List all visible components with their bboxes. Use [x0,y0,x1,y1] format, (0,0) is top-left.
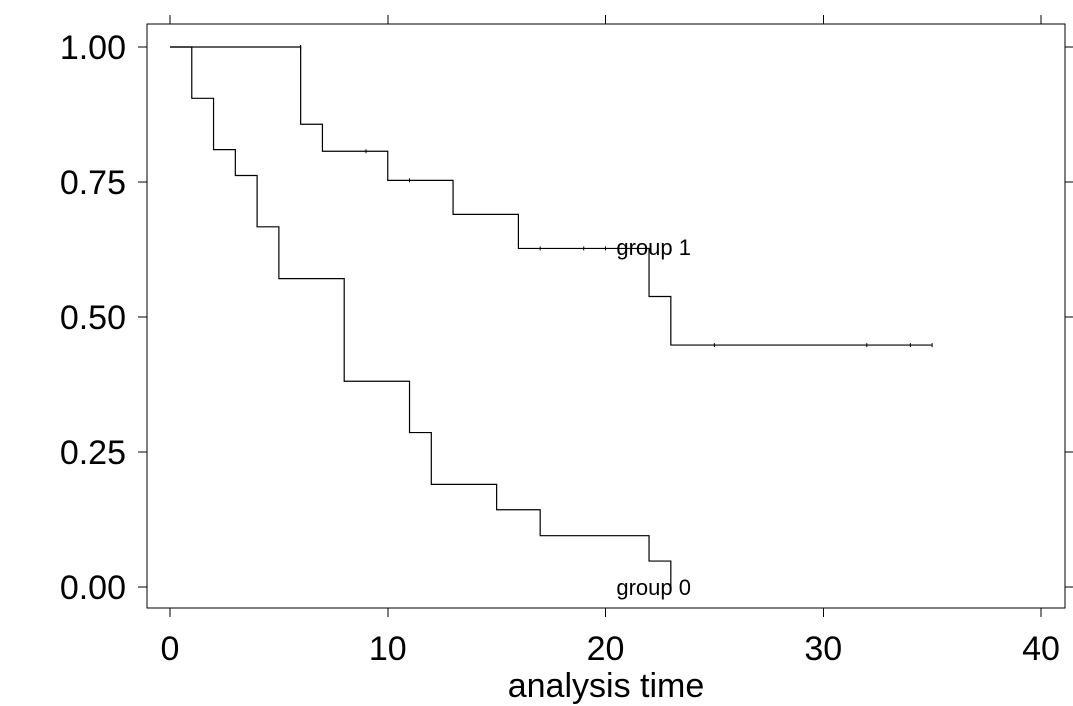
x-tick-label: 20 [587,630,625,668]
x-axis-title: analysis time [508,667,705,705]
series-label: group 0 [616,575,691,600]
y-tick-label: 0.75 [60,164,126,202]
x-tick-label: 0 [161,630,180,668]
survival-step-line [170,46,672,587]
x-tick-label: 30 [804,630,842,668]
y-tick-label: 1.00 [60,29,126,67]
y-tick-label: 0.00 [60,569,126,607]
series-label: group 1 [616,235,691,260]
x-tick-label: 40 [1022,630,1060,668]
y-tick-label: 0.25 [60,434,126,472]
y-tick-label: 0.50 [60,299,126,337]
axis-tick-labels: 0 10 20 30 40 0.00 0.25 0.50 0.75 1.00 [60,29,1060,668]
axis-ticks [138,15,1073,617]
survival-step-line [170,46,933,346]
plot-frame [146,23,1066,609]
x-tick-label: 10 [369,630,407,668]
series-group-1: group 1 [170,45,933,348]
series-layer: group 0 group 1 [170,45,933,600]
series-group-0: group 0 [170,46,691,600]
